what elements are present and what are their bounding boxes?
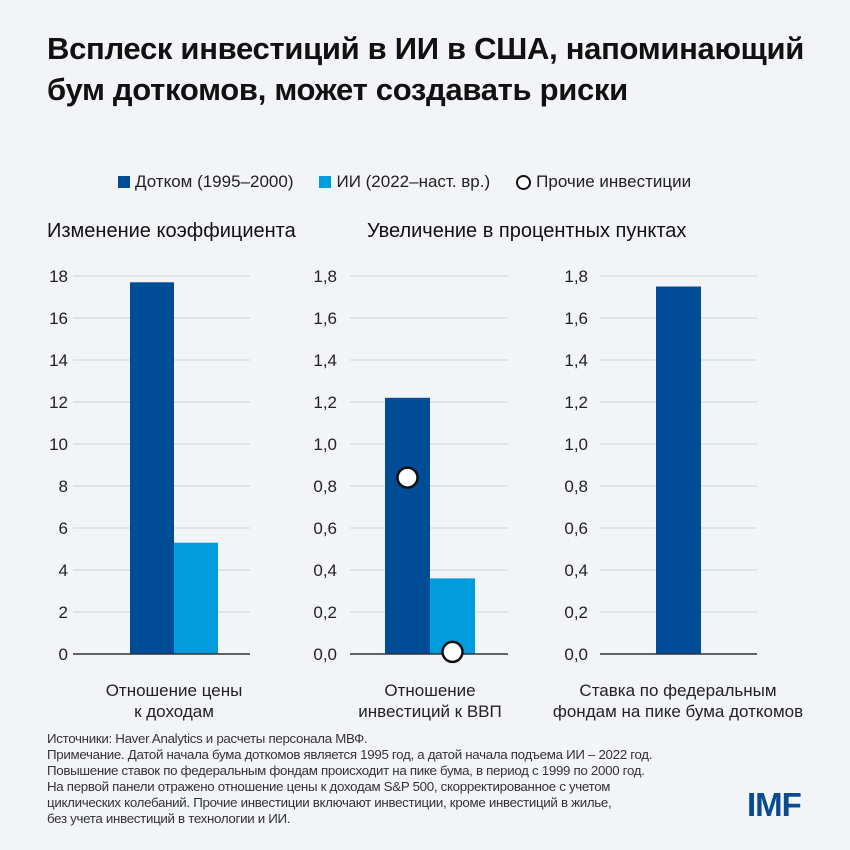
y-tick-label: 0,0 [313, 645, 337, 664]
y-tick-label: 0,6 [313, 519, 337, 538]
y-tick-label: 1,4 [313, 351, 337, 370]
x-axis-label: Ставка по федеральным [579, 681, 776, 700]
y-tick-label: 1,6 [313, 309, 337, 328]
y-tick-label: 1,2 [564, 393, 588, 412]
legend-circle-marker [516, 174, 532, 190]
bar-dotcom [656, 286, 701, 654]
y-tick-label: 16 [49, 309, 68, 328]
y-tick-label: 1,6 [564, 309, 588, 328]
y-tick-label: 1,2 [313, 393, 337, 412]
legend-swatch-ai [319, 176, 332, 188]
marker-other-investment [441, 640, 464, 664]
legend-label-ai: ИИ (2022–наст. вр.) [336, 172, 491, 191]
y-tick-label: 0,4 [313, 561, 337, 580]
legend-label-other: Прочие инвестиции [536, 172, 692, 191]
y-tick-label: 1,0 [564, 435, 588, 454]
y-tick-label: 1,4 [564, 351, 588, 370]
chart-title: Всплеск инвестиций в ИИ в США, напоминаю… [47, 31, 805, 107]
x-axis-label: к доходам [134, 702, 214, 721]
y-tick-label: 0,2 [313, 603, 337, 622]
legend-label-dotcom: Дотком (1995–2000) [135, 172, 294, 191]
y-tick-label: 1,8 [564, 267, 588, 286]
footnote-line: Примечание. Датой начала бума доткомов я… [47, 747, 653, 762]
y-tick-label: 1,0 [313, 435, 337, 454]
footnote-line: На первой панели отражено отношение цены… [47, 779, 611, 794]
x-axis-label: инвестиций к ВВП [358, 702, 501, 721]
x-axis-label: Отношение [384, 681, 475, 700]
footnote-line: без учета инвестиций в технологии и ИИ. [47, 811, 291, 826]
bar-dotcom [130, 282, 174, 654]
footnote: Источники: Haver Analytics и расчеты пер… [47, 731, 652, 827]
y-tick-label: 8 [59, 477, 68, 496]
subtitle-left: Изменение коэффициента [47, 220, 296, 242]
y-tick-label: 0,4 [564, 561, 588, 580]
legend: Дотком (1995–2000) ИИ (2022–наст. вр.) П… [118, 172, 691, 192]
y-tick-label: 0,6 [564, 519, 588, 538]
y-tick-label: 0,0 [564, 645, 588, 664]
y-tick-label: 0 [59, 645, 68, 664]
legend-item-dotcom: Дотком (1995–2000) [118, 172, 293, 192]
bar-dotcom [385, 397, 430, 654]
bar-ai [174, 542, 218, 654]
imf-logo: IMF [747, 786, 802, 823]
subtitle-right: Увеличение в процентных пунктах [367, 220, 687, 242]
legend-item-other: Прочие инвестиции [516, 172, 691, 192]
y-tick-label: 1,8 [313, 267, 337, 286]
y-tick-label: 2 [59, 603, 68, 622]
y-tick-label: 6 [59, 519, 68, 538]
y-tick-label: 14 [49, 351, 68, 370]
footnote-line: циклических колебаний. Прочие инвестиции… [47, 795, 612, 810]
y-tick-label: 0,8 [313, 477, 337, 496]
marker-other-investment [396, 466, 419, 489]
legend-swatch-dotcom [118, 176, 130, 188]
y-tick-label: 18 [49, 267, 68, 286]
footnote-sources: Источники: Haver Analytics и расчеты пер… [47, 731, 368, 746]
x-axis-label: фондам на пике бума доткомов [553, 702, 803, 721]
y-tick-label: 0,2 [564, 603, 588, 622]
y-tick-label: 12 [49, 393, 68, 412]
y-tick-label: 4 [59, 561, 68, 580]
legend-item-ai: ИИ (2022–наст. вр.) [319, 172, 490, 192]
x-axis-label: Отношение цены [106, 681, 243, 700]
footnote-line: Повышение ставок по федеральным фондам п… [47, 763, 645, 778]
y-tick-label: 10 [49, 435, 68, 454]
y-tick-label: 0,8 [564, 477, 588, 496]
